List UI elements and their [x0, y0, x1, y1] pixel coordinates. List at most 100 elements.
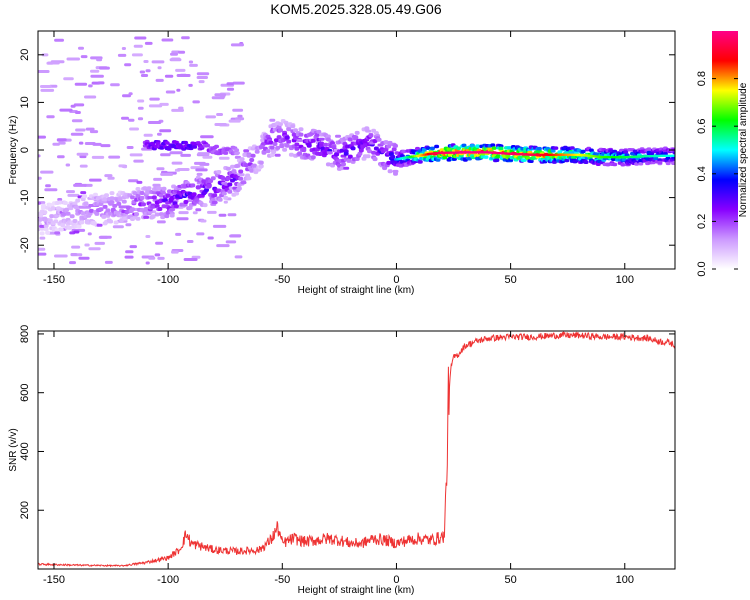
spectrogram-cell [214, 123, 227, 126]
spectrogram-cell [109, 200, 115, 205]
spectrogram-cell [326, 151, 333, 155]
spectrogram-cell [57, 155, 65, 159]
spectrogram-cell [151, 60, 165, 64]
spectrogram-cell [67, 193, 80, 197]
spectrogram-cell [76, 224, 82, 229]
spectrogram-cell [401, 149, 407, 154]
y-tick-label: 800 [19, 325, 31, 343]
spectrogram-cell [192, 145, 198, 149]
spectrogram-cell [141, 202, 146, 207]
spectrogram-cell [104, 260, 113, 264]
spectrogram-cell [564, 158, 570, 163]
spectrogram-cell [54, 228, 60, 233]
spectrogram-cell [269, 118, 276, 122]
spectrogram-cell [227, 189, 233, 194]
spectrogram-cell [84, 95, 97, 99]
spectrogram-cell [91, 155, 105, 159]
spectrogram-cell [45, 184, 51, 188]
spectrogram-cell [347, 137, 353, 142]
spectrogram-cell [117, 53, 127, 57]
spectrogram-cell [506, 146, 512, 150]
spectrogram-cell [128, 118, 135, 122]
spectrogram-cell [221, 191, 227, 196]
spectrogram-cell [605, 162, 611, 167]
spectrogram-cell [276, 135, 282, 140]
spectrogram-cell [85, 127, 95, 131]
spectrogram-cell [192, 211, 198, 215]
y-tick-label: -10 [19, 190, 31, 206]
spectrogram-cell [57, 198, 63, 201]
spectrogram-cell [60, 223, 66, 228]
spectrogram-cell [160, 172, 174, 176]
spectrogram-cell [78, 46, 84, 50]
spectrogram-cell [39, 236, 46, 240]
spectrogram-cell [189, 63, 198, 67]
spectrogram-cell [144, 41, 153, 45]
spectrogram-cell [200, 219, 207, 223]
spectrogram-cell [393, 143, 398, 148]
spectrogram-cell [38, 201, 41, 205]
spectrogram-cell [145, 189, 151, 194]
spectrogram-cell [362, 143, 368, 148]
spectrogram-cell [148, 256, 156, 260]
spectrogram-cell [191, 192, 197, 197]
spectrogram-cell [38, 252, 47, 256]
spectrogram-cell [653, 156, 659, 161]
spectrogram-cell [38, 176, 42, 180]
x-tick-label: 100 [616, 274, 634, 286]
colorbar-tick-label: 0.2 [696, 214, 708, 229]
spectrogram-cell [498, 146, 504, 151]
snr-series-line [38, 331, 675, 568]
spectrogram-cell [96, 223, 103, 227]
spectrogram-cell [154, 253, 161, 257]
spectrogram-cell [128, 179, 139, 183]
spectrogram-cell [142, 186, 148, 191]
spectrogram-cell [354, 157, 360, 161]
spectrogram-cell [218, 156, 230, 160]
spectrogram-cell [178, 106, 184, 110]
spectrogram-cell [571, 155, 577, 159]
spectrogram-cell [230, 43, 244, 47]
spectrogram-cell [394, 151, 400, 155]
spectrogram-cell [80, 191, 87, 195]
spectrogram-cell [139, 191, 145, 195]
spectrogram-cell [126, 146, 134, 149]
spectrogram-cell [133, 159, 144, 163]
spectrogram-cell [178, 211, 189, 215]
spectrogram-cell [65, 163, 71, 167]
spectrogram-cell [372, 157, 378, 161]
spectrogram-cell [274, 153, 281, 157]
spectrogram-cell [154, 212, 160, 217]
spectrogram-cell [490, 143, 496, 147]
spectrogram-cell [434, 144, 440, 149]
spectrogram-cell [223, 195, 229, 200]
spectrogram-cell [137, 106, 144, 110]
spectrogram-cell [90, 69, 100, 73]
spectrogram-cell [447, 153, 453, 157]
spectrogram-cell [54, 254, 68, 258]
spectrogram-cell [306, 143, 312, 147]
spectrogram-cell [391, 147, 397, 152]
spectrogram-cell [171, 50, 180, 54]
spectrogram-cell [44, 188, 58, 192]
spectrogram-cell [104, 193, 109, 198]
spectrogram-cell [243, 163, 249, 168]
spectrogram-cell [56, 206, 61, 211]
y-tick-label: 400 [19, 442, 31, 460]
spectrogram-cell [176, 217, 189, 221]
spectrogram-cell [417, 160, 423, 164]
spectrogram-cell [196, 232, 205, 236]
spectrogram-cell [59, 108, 73, 112]
spectrogram-cell [38, 213, 44, 218]
spectrogram-cell [620, 163, 626, 167]
spectrogram-cell [234, 191, 240, 196]
spectrogram-cell [76, 152, 89, 156]
spectrogram-cell [665, 156, 671, 160]
spectrogram-cell [169, 151, 183, 155]
spectrogram-cell [72, 201, 78, 206]
spectrogram-cell [343, 166, 350, 170]
colorbar: 0.0 0.2 0.4 0.6 0.8 Normalized spectral ampl… [696, 31, 749, 277]
spectrogram-cell [249, 168, 255, 173]
spectrogram-cell [108, 155, 121, 159]
x-tick-label: -100 [157, 574, 179, 586]
